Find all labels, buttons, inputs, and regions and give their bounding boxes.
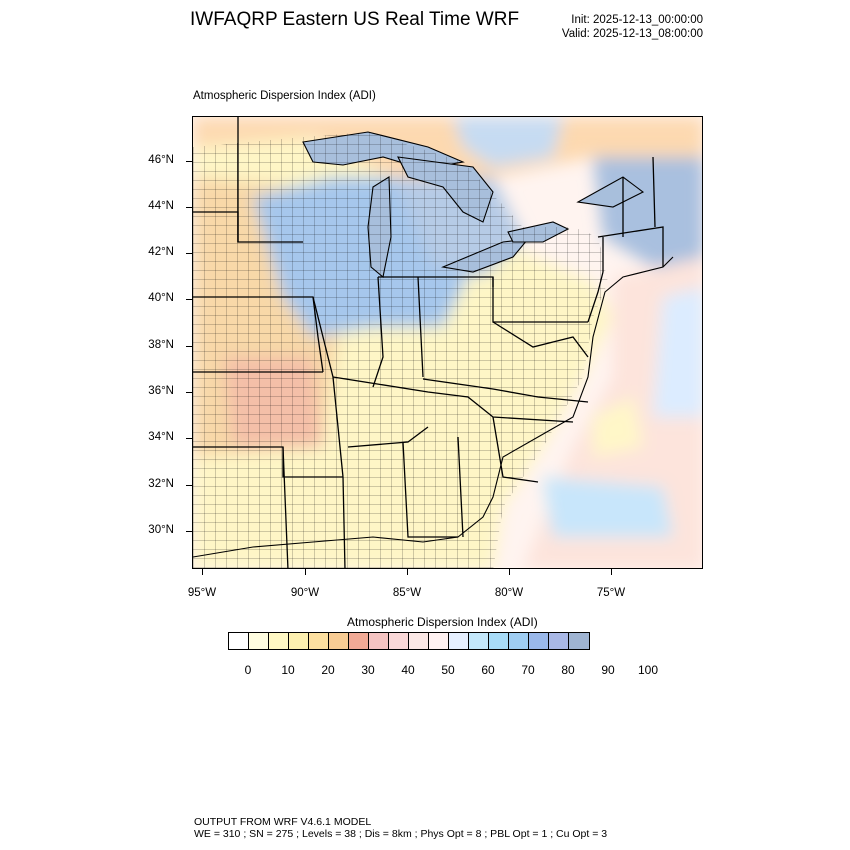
lon-label: 80°W (494, 587, 524, 599)
map-title: IWFAQRP Eastern US Real Time WRF (190, 9, 520, 30)
lon-label: 95°W (187, 587, 217, 599)
lat-tick (186, 438, 192, 439)
lon-label: 75°W (596, 587, 626, 599)
init-valid-block: Init: 2025-12-13_00:00:00 Valid: 2025-12… (520, 13, 703, 41)
plot-label: Atmospheric Dispersion Index (ADI) (193, 90, 376, 102)
lat-tick (186, 253, 192, 254)
colorbar-box (469, 633, 489, 649)
colorbar-tick-label: 0 (244, 663, 252, 677)
lat-tick (186, 207, 192, 208)
lon-tick (611, 569, 612, 575)
colorbar-tick-label: 40 (401, 663, 415, 677)
map-panel[interactable] (192, 116, 703, 569)
lon-tick (509, 569, 510, 575)
colorbar-box (529, 633, 549, 649)
init-time: Init: 2025-12-13_00:00:00 (571, 14, 703, 26)
lat-tick (186, 346, 192, 347)
colorbar-tick-label: 20 (321, 663, 335, 677)
colorbar-box (369, 633, 389, 649)
colorbar (228, 632, 590, 650)
colorbar-box (389, 633, 409, 649)
lat-tick (186, 531, 192, 532)
lat-label: 44°N (148, 200, 174, 212)
colorbar-tick-label: 90 (601, 663, 615, 677)
lat-tick (186, 392, 192, 393)
lat-label: 42°N (148, 246, 174, 258)
colorbar-box (569, 633, 589, 649)
lon-tick (407, 569, 408, 575)
colorbar-box (449, 633, 469, 649)
colorbar-box (289, 633, 309, 649)
colorbar-box (229, 633, 249, 649)
colorbar-box (409, 633, 429, 649)
colorbar-tick-label: 30 (361, 663, 375, 677)
lat-label: 38°N (148, 339, 174, 351)
lat-label: 46°N (148, 154, 174, 166)
colorbar-box (349, 633, 369, 649)
lat-tick (186, 299, 192, 300)
footer-line-1: OUTPUT FROM WRF V4.6.1 MODEL (194, 816, 372, 828)
lon-tick (202, 569, 203, 575)
lat-tick (186, 485, 192, 486)
colorbar-tick-label: 10 (281, 663, 295, 677)
lat-label: 36°N (148, 385, 174, 397)
colorbar-box (329, 633, 349, 649)
colorbar-box (549, 633, 569, 649)
colorbar-tick-label: 50 (441, 663, 455, 677)
colorbar-tick-label: 70 (521, 663, 535, 677)
colorbar-box (309, 633, 329, 649)
colorbar-tick-label: 100 (637, 663, 659, 677)
colorbar-box (489, 633, 509, 649)
colorbar-tick-label: 80 (561, 663, 575, 677)
colorbar-box (509, 633, 529, 649)
model-footer: OUTPUT FROM WRF V4.6.1 MODEL WE = 310 ; … (194, 816, 607, 840)
colorbar-tick-label: 60 (481, 663, 495, 677)
lon-label: 85°W (392, 587, 422, 599)
lat-label: 30°N (148, 524, 174, 536)
lat-tick (186, 161, 192, 162)
lat-label: 34°N (148, 431, 174, 443)
adi-map (193, 117, 702, 568)
colorbar-title: Atmospheric Dispersion Index (ADI) (347, 615, 538, 629)
lon-label: 90°W (290, 587, 320, 599)
valid-time: Valid: 2025-12-13_08:00:00 (561, 28, 703, 40)
colorbar-box (269, 633, 289, 649)
footer-line-2: WE = 310 ; SN = 275 ; Levels = 38 ; Dis … (194, 828, 608, 840)
colorbar-box (249, 633, 269, 649)
lon-tick (305, 569, 306, 575)
colorbar-box (429, 633, 449, 649)
lat-label: 40°N (148, 292, 174, 304)
lat-label: 32°N (148, 478, 174, 490)
